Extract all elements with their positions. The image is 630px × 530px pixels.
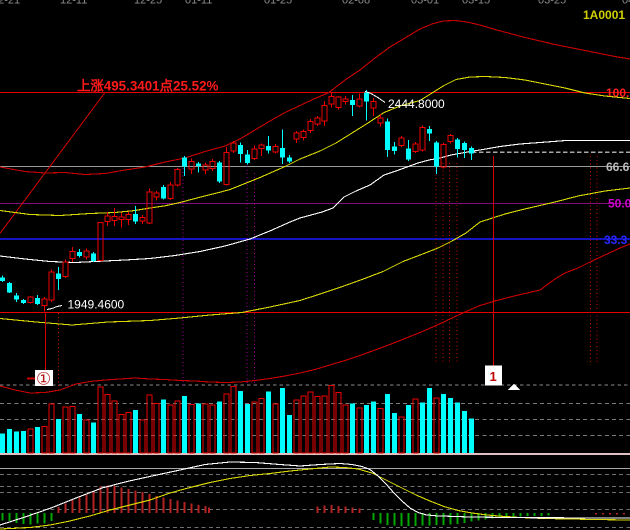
svg-text:66.6: 66.6 [606,160,630,174]
svg-text:1949.4600: 1949.4600 [68,298,125,312]
svg-text:12-21: 12-21 [0,0,20,7]
svg-text:12-25: 12-25 [134,0,162,7]
svg-text:01-25: 01-25 [264,0,292,7]
svg-text:1: 1 [490,369,497,384]
svg-text:12-11: 12-11 [60,0,87,7]
svg-text:02-08: 02-08 [342,0,370,7]
svg-text:上涨495.3401点25.52%: 上涨495.3401点25.52% [77,78,219,94]
svg-text:2444.8000: 2444.8000 [388,97,445,111]
svg-text:50.0: 50.0 [608,197,630,211]
svg-text:1A0001: 1A0001 [583,8,625,22]
svg-text:03-15: 03-15 [462,0,490,7]
svg-text:33.3: 33.3 [604,233,628,247]
svg-text:04-08: 04-08 [622,0,630,7]
svg-text:01-11: 01-11 [185,0,212,7]
svg-text:03-25: 03-25 [538,0,566,7]
svg-text:①: ① [36,370,51,389]
svg-text:03-01: 03-01 [411,0,439,7]
